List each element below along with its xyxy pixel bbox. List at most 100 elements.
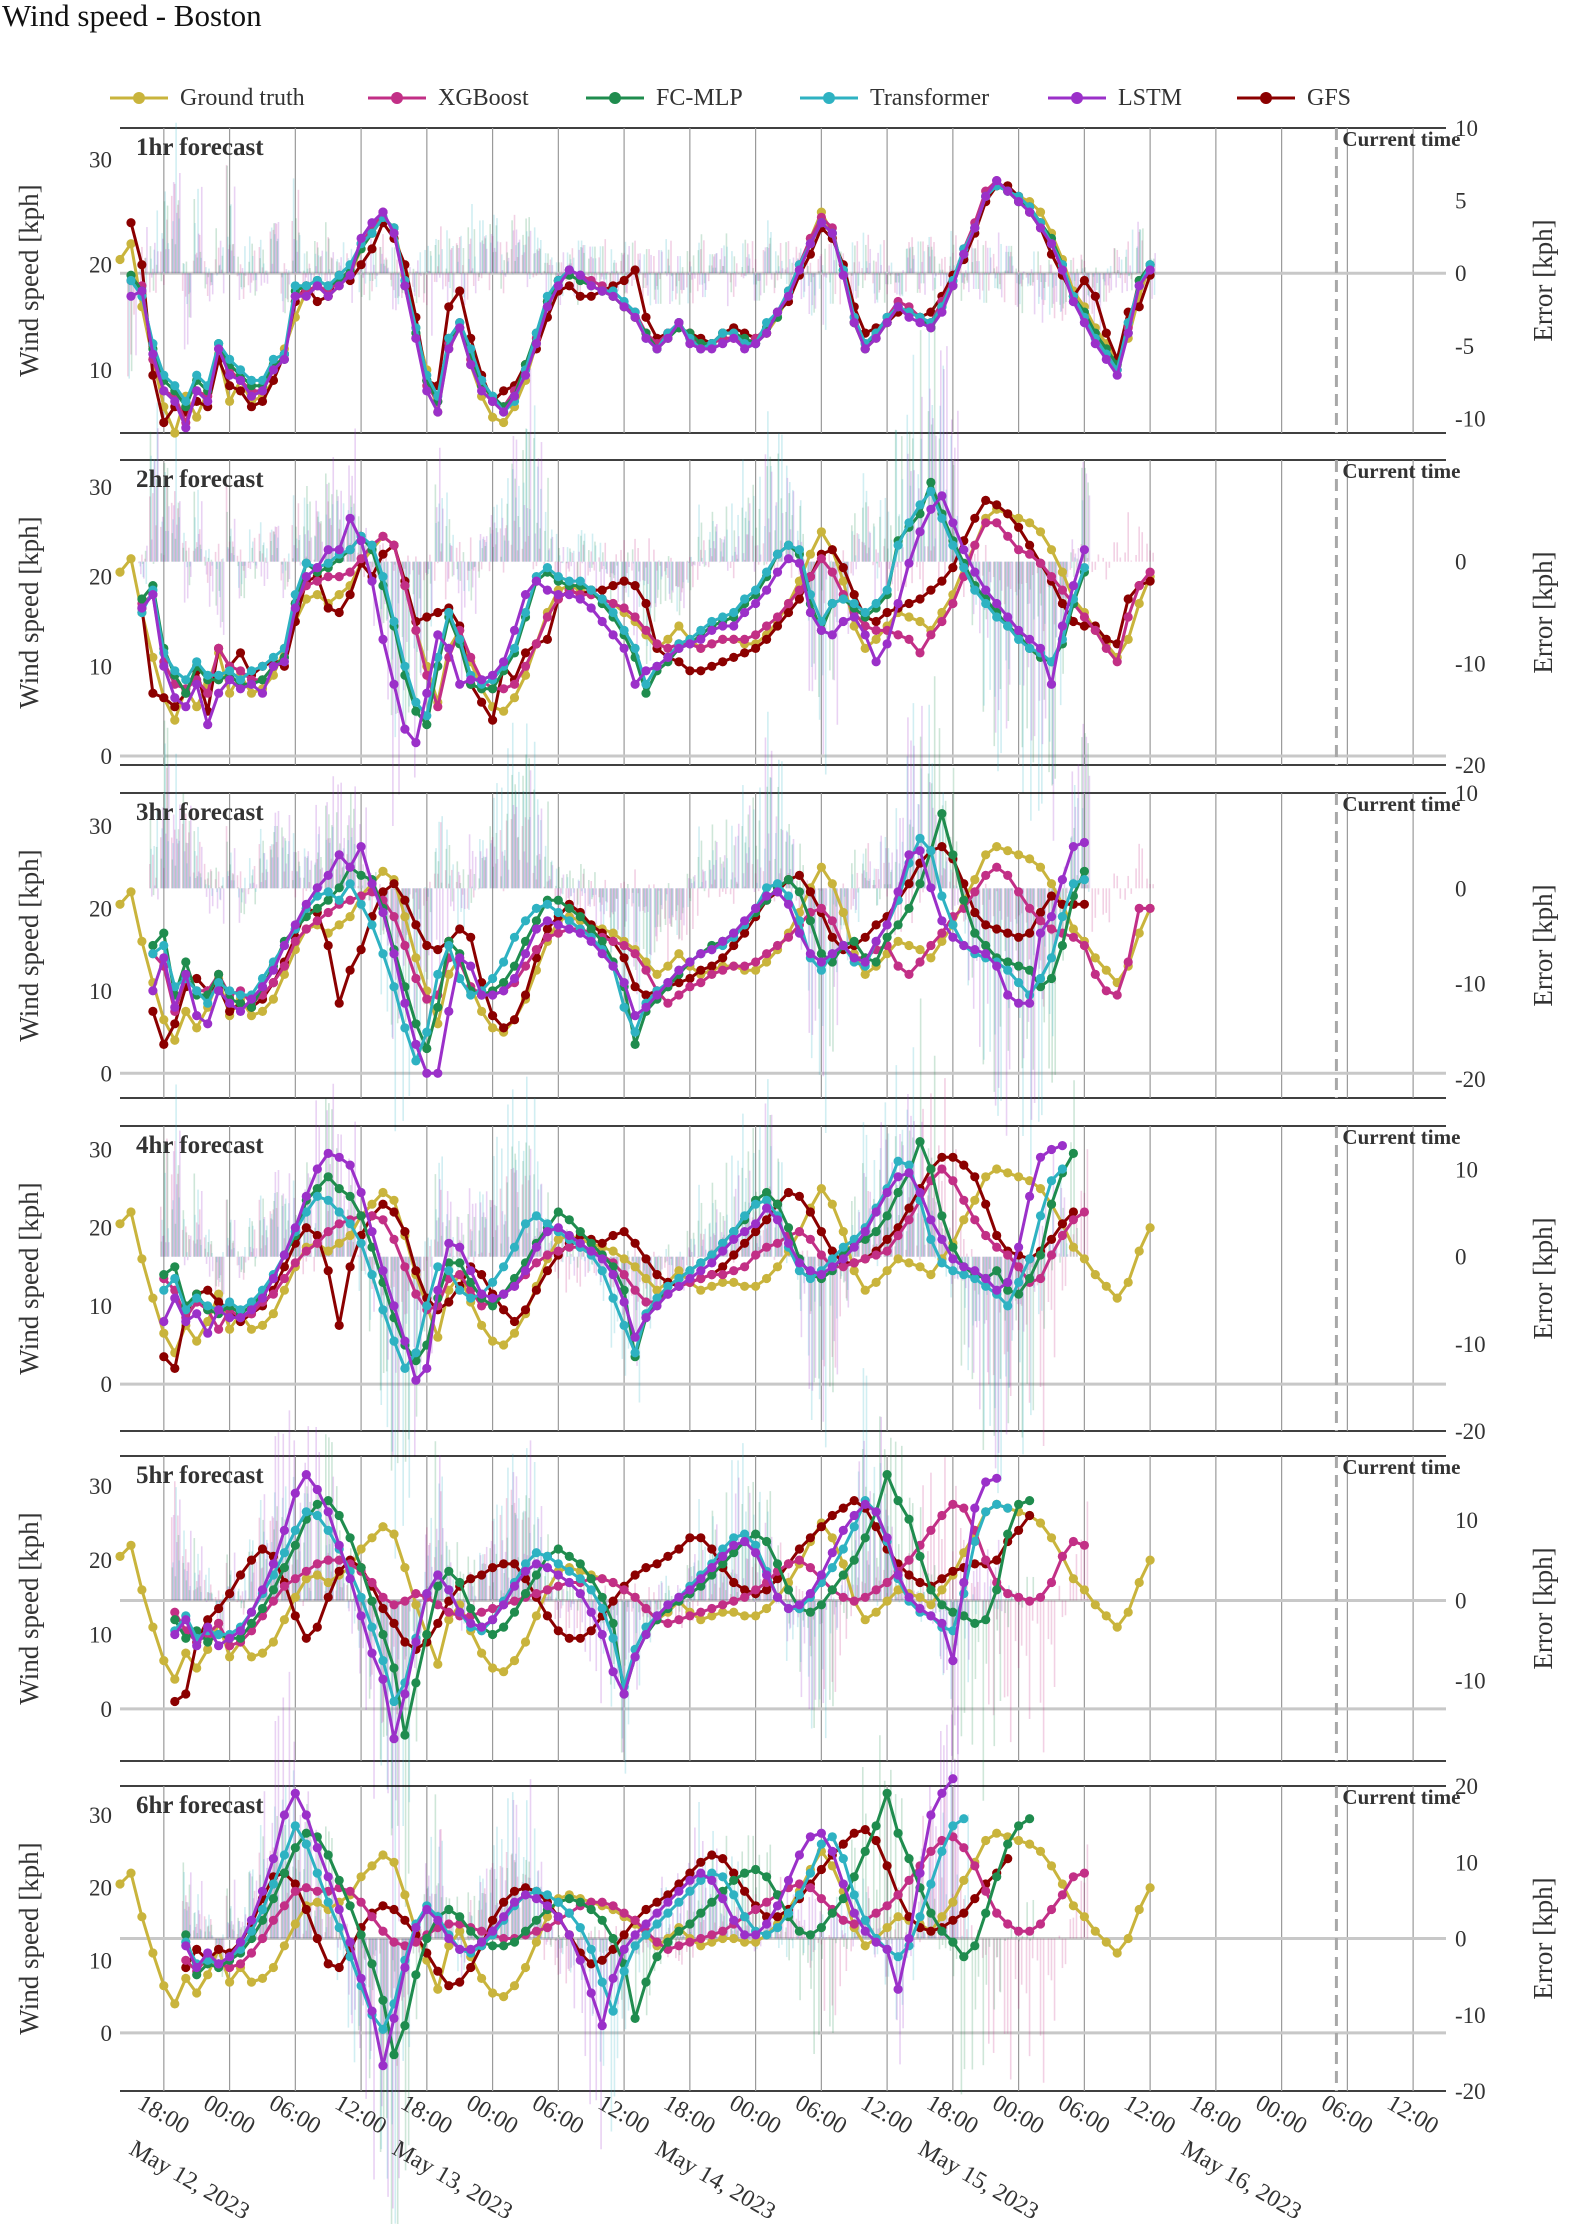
data-point [1068, 616, 1078, 627]
data-point [970, 513, 980, 523]
data-point [400, 940, 410, 951]
data-point [849, 318, 859, 328]
data-point [663, 634, 673, 645]
data-point [1079, 940, 1089, 951]
data-point [871, 957, 881, 967]
data-point [137, 260, 147, 270]
data-point [455, 286, 465, 296]
data-point [455, 924, 465, 934]
data-point [520, 607, 531, 618]
data-point [816, 949, 827, 959]
legend-item-transformer[interactable]: Transformer [798, 78, 989, 118]
data-point [433, 945, 443, 955]
data-point [509, 1015, 520, 1025]
data-point [433, 702, 443, 712]
data-point [444, 1006, 454, 1017]
data-point [334, 281, 344, 291]
data-point [509, 679, 520, 689]
data-point [553, 281, 563, 291]
data-point [411, 738, 421, 748]
data-point [542, 291, 553, 301]
data-point [488, 1023, 498, 1033]
data-point [586, 936, 596, 947]
data-point [630, 679, 640, 689]
data-point [619, 275, 629, 286]
data-point [871, 625, 881, 636]
data-point [586, 924, 596, 934]
data-point [926, 630, 936, 640]
data-point [378, 572, 388, 582]
data-point [1057, 598, 1067, 609]
data-point [641, 598, 651, 609]
data-point [115, 899, 125, 909]
data-point [849, 612, 859, 622]
data-point [1145, 265, 1155, 275]
data-point [531, 576, 542, 586]
data-point [378, 549, 388, 559]
data-point [1003, 957, 1013, 967]
data-point [948, 540, 958, 550]
data-point [685, 982, 695, 992]
data-point [488, 684, 498, 694]
legend-item-ground-truth[interactable]: Ground truth [108, 78, 305, 118]
data-point [345, 567, 355, 577]
legend-item-gfs[interactable]: GFS [1235, 78, 1351, 118]
data-point [838, 270, 848, 280]
data-point [312, 281, 322, 291]
data-point [235, 386, 246, 396]
data-point [192, 386, 202, 396]
data-point [323, 870, 333, 881]
data-point [762, 567, 772, 577]
data-point [301, 572, 311, 582]
data-point [575, 594, 585, 604]
data-point [751, 630, 761, 640]
data-point [334, 895, 344, 905]
data-point [1101, 634, 1111, 645]
data-point [1079, 563, 1089, 573]
legend-item-fc-mlp[interactable]: FC-MLP [584, 78, 743, 118]
data-point [444, 333, 454, 343]
data-point [992, 862, 1002, 872]
data-point [937, 891, 947, 901]
data-point [433, 630, 443, 640]
data-point [400, 281, 410, 291]
data-point [488, 990, 498, 1000]
data-point [203, 396, 213, 406]
data-point [915, 648, 925, 658]
data-point [246, 375, 257, 385]
data-point [1035, 907, 1046, 918]
data-point [674, 978, 684, 988]
data-point [707, 661, 717, 671]
data-point [816, 903, 827, 914]
data-point [246, 688, 257, 698]
data-point [520, 370, 531, 380]
data-point [235, 648, 246, 658]
data-point [268, 375, 278, 385]
data-point [762, 634, 772, 645]
data-point [1025, 518, 1035, 528]
data-point [345, 270, 355, 280]
data-point [926, 486, 936, 496]
data-point [334, 270, 344, 280]
data-point [345, 895, 355, 905]
data-point [159, 386, 169, 396]
data-point [805, 887, 816, 897]
legend-item-lstm[interactable]: LSTM [1046, 78, 1182, 118]
data-point [444, 643, 454, 654]
data-point [378, 207, 388, 217]
data-point [1025, 903, 1035, 914]
data-point [981, 870, 991, 881]
legend-item-xgboost[interactable]: XGBoost [366, 78, 529, 118]
data-point [542, 612, 553, 622]
data-point [762, 949, 772, 959]
data-point [367, 576, 377, 586]
data-point [433, 407, 443, 417]
data-point [1003, 186, 1013, 196]
data-point [181, 702, 191, 712]
data-point [159, 1015, 169, 1025]
data-point [378, 887, 388, 897]
data-point [290, 936, 300, 947]
data-point [192, 370, 202, 380]
data-point [378, 634, 388, 645]
